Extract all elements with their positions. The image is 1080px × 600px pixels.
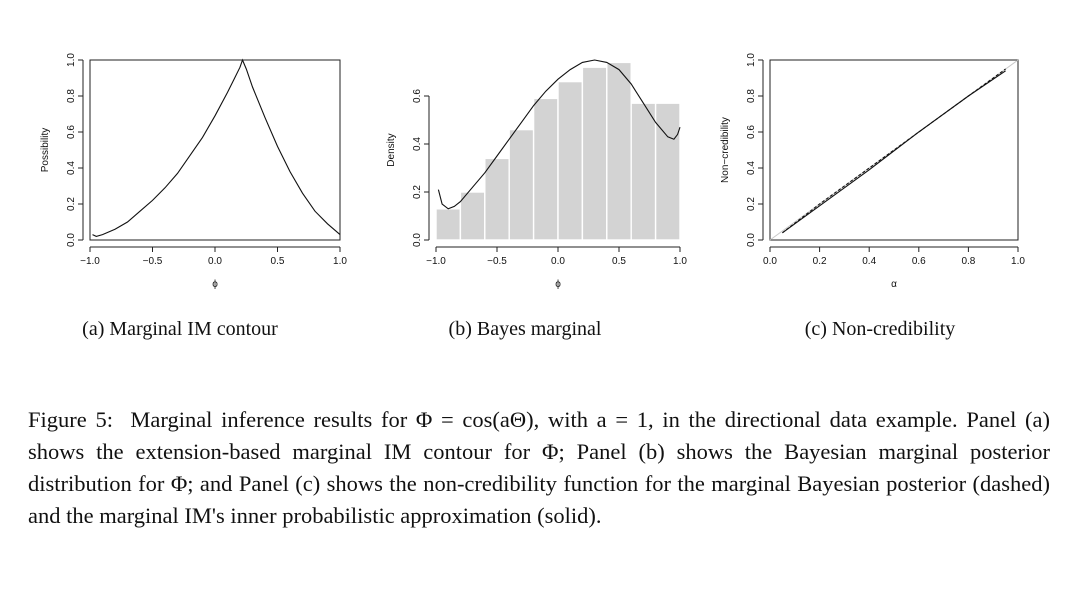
- chart-a-x-tick-label: −1.0: [80, 256, 100, 267]
- chart-b-bar: [581, 66, 608, 241]
- chart-a-y-axis-label: Possibility: [40, 128, 51, 172]
- chart-b-bar: [654, 102, 681, 241]
- chart-a-y-tick-label: 0.2: [66, 197, 77, 211]
- chart-b-bar: [508, 128, 535, 241]
- chart-b-x-axis-label: ϕ: [555, 279, 561, 290]
- plot-a: −1.0 −0.5 0.0 0.5 1.0 0.0 0.2 0.4 0.6 0.8 1.0 ϕ Poss…: [40, 53, 347, 290]
- chart-c-frame: [769, 59, 1019, 241]
- chart-c-y-axis-label: Non−credibility: [720, 117, 731, 183]
- chart-c-x-tick-label: 0.4: [862, 256, 876, 267]
- chart-b-bar: [532, 97, 559, 241]
- chart-b-bar: [630, 102, 657, 241]
- plot-b: −1.0 −0.5 0.0 0.5 1.0 0.0 0.2 0.4 0.6 ϕ Density: [386, 59, 687, 290]
- chart-b-y-axis-label: Density: [386, 133, 397, 166]
- chart-b-bar: [459, 191, 486, 241]
- chart-a-y-tick-label: 0.8: [66, 89, 77, 103]
- chart-c-y-tick-label: 0.0: [746, 233, 757, 247]
- chart-c-x-tick-label: 0.6: [912, 256, 926, 267]
- chart-b-y-tick-label: 0.0: [412, 233, 423, 247]
- chart-a-x-tick-label: 1.0: [333, 256, 347, 267]
- subcaption-b: (b) Bayes marginal: [448, 318, 602, 340]
- chart-a-x-tick-label: 0.5: [271, 256, 285, 267]
- chart-b-bar: [557, 80, 584, 241]
- chart-a-y-tick-label: 1.0: [66, 53, 77, 67]
- chart-a-x-axis-label: ϕ: [212, 279, 218, 290]
- chart-c-y-tick-label: 1.0: [746, 53, 757, 67]
- panel-c: 0.0 0.2 0.4 0.6 0.8 1.0 0.0 0.2 0.4 0.6 0.8 1.0 α Non…: [700, 40, 1040, 315]
- chart-c-svg: 0.0 0.2 0.4 0.6 0.8 1.0 0.0 0.2 0.4 0.6 0.8 1.0 α Non…: [720, 53, 1025, 290]
- chart-b-x-tick-label: 1.0: [673, 256, 687, 267]
- figure-caption: Figure 5: Marginal inference results for…: [28, 404, 1050, 532]
- subcaption-a: (a) Marginal IM contour: [82, 318, 278, 340]
- panel-b: −1.0 −0.5 0.0 0.5 1.0 0.0 0.2 0.4 0.6 ϕ Density: [360, 40, 700, 315]
- figure-caption-text: Marginal inference results for Φ = cos(a…: [28, 407, 1050, 528]
- chart-a-y-tick-label: 0.4: [66, 161, 77, 175]
- chart-c-y-tick-label: 0.2: [746, 197, 757, 211]
- chart-b-y-tick-label: 0.4: [412, 137, 423, 151]
- chart-b-x-tick-label: 0.0: [551, 256, 565, 267]
- chart-b-density-curve: [437, 59, 681, 210]
- chart-c-x-axis-label: α: [891, 279, 897, 290]
- subcaption-c: (c) Non-credibility: [804, 318, 956, 340]
- chart-b-y-tick-label: 0.2: [412, 185, 423, 199]
- chart-b-y-tick-label: 0.6: [412, 89, 423, 103]
- chart-c-x-tick-label: 1.0: [1011, 256, 1025, 267]
- chart-c-y-tick-label: 0.8: [746, 89, 757, 103]
- chart-a-y-tick-label: 0.6: [66, 125, 77, 139]
- chart-c-x-tick-label: 0.8: [961, 256, 975, 267]
- chart-b-x-tick-label: 0.5: [612, 256, 626, 267]
- chart-c-x-tick-label: 0.0: [763, 256, 777, 267]
- chart-c-x-tick-label: 0.2: [813, 256, 827, 267]
- chart-b-x-tick-label: −0.5: [487, 256, 507, 267]
- chart-a-x-tick-label: 0.0: [208, 256, 222, 267]
- chart-b-x-tick-label: −1.0: [426, 256, 446, 267]
- chart-b-bar: [435, 208, 462, 241]
- panel-a: −1.0 −0.5 0.0 0.5 1.0 0.0 0.2 0.4 0.6 0.8 1.0 ϕ Poss…: [20, 40, 360, 315]
- chart-a-x-tick-label: −0.5: [143, 256, 163, 267]
- chart-a-series-line: [92, 58, 341, 237]
- figure-label: Figure 5:: [28, 407, 113, 432]
- chart-a-svg: −1.0 −0.5 0.0 0.5 1.0 0.0 0.2 0.4 0.6 0.8 1.0 ϕ Poss…: [40, 53, 347, 290]
- chart-b-bar: [484, 157, 510, 241]
- chart-c-y-tick-label: 0.6: [746, 125, 757, 139]
- chart-b-svg: −1.0 −0.5 0.0 0.5 1.0 0.0 0.2 0.4 0.6 ϕ Density: [386, 59, 687, 290]
- chart-c-y-tick-label: 0.4: [746, 161, 757, 175]
- chart-a-y-tick-label: 0.0: [66, 233, 77, 247]
- plot-c: 0.0 0.2 0.4 0.6 0.8 1.0 0.0 0.2 0.4 0.6 0.8 1.0 α Non…: [720, 53, 1025, 290]
- chart-c-series-solid: [782, 70, 1006, 234]
- chart-a-frame: [89, 59, 341, 241]
- chart-b-bar: [606, 61, 632, 241]
